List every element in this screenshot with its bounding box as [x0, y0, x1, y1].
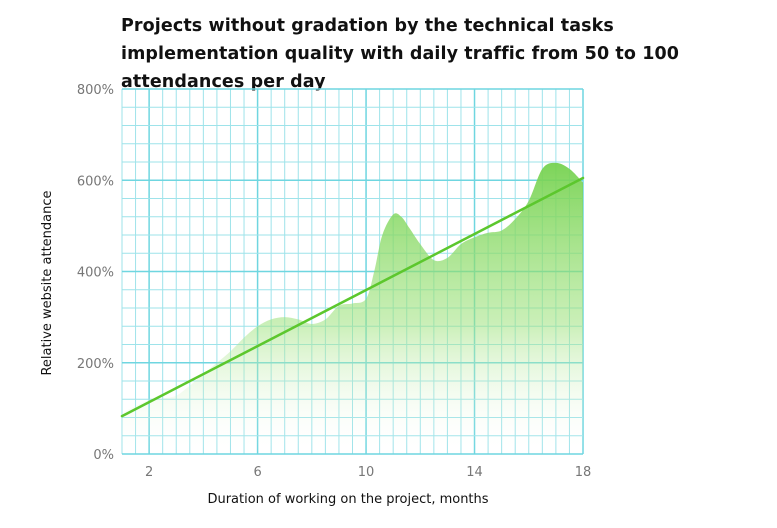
y-tick-label: 200% [77, 357, 114, 372]
x-tick-label: 14 [466, 465, 483, 480]
y-tick-label: 800% [77, 83, 114, 98]
area-series [122, 162, 583, 454]
y-tick-label: 400% [77, 266, 114, 281]
area-fill [122, 162, 583, 454]
x-tick-label: 10 [358, 465, 375, 480]
x-ticks: 2 6 10 14 18 [145, 465, 591, 480]
trend-series [120, 176, 585, 418]
y-ticks: 0% 200% 400% 600% 800% [77, 83, 114, 463]
y-axis-label: Relative website attendance [40, 190, 55, 375]
x-axis-label: Duration of working on the project, mont… [207, 492, 488, 507]
chart-title: Projects without gradation by the techni… [121, 16, 680, 92]
x-tick-label: 2 [145, 465, 153, 480]
trend-line [120, 176, 585, 418]
y-tick-label: 0% [93, 448, 114, 463]
y-tick-label: 600% [77, 174, 114, 189]
x-tick-label: 6 [253, 465, 261, 480]
x-tick-label: 18 [575, 465, 592, 480]
